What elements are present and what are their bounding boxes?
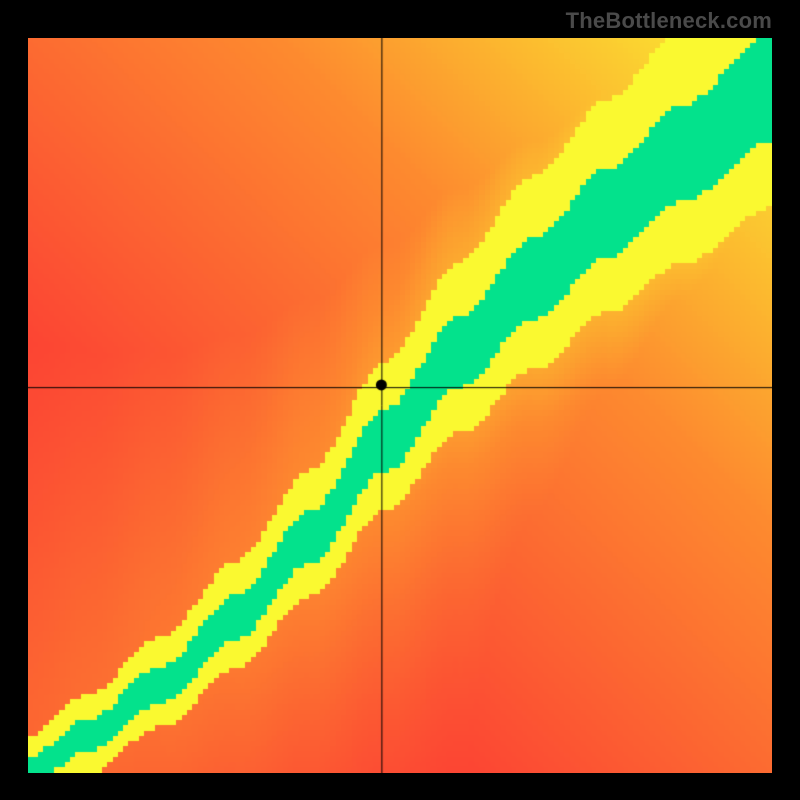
chart-container: TheBottleneck.com — [0, 0, 800, 800]
watermark-text: TheBottleneck.com — [566, 8, 772, 34]
bottleneck-heatmap — [28, 38, 772, 773]
